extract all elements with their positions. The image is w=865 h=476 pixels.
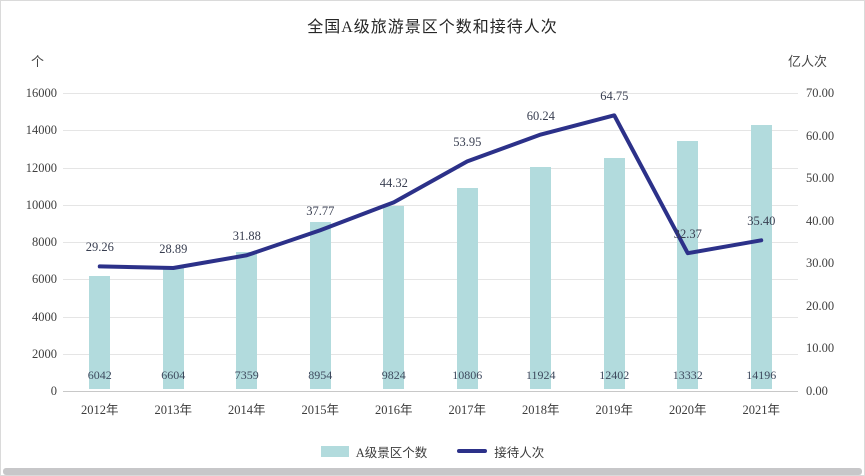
chart-title: 全国A级旅游景区个数和接待人次 — [307, 19, 558, 36]
right-axis-tick-label: 30.00 — [806, 256, 835, 271]
left-axis-tick-label: 16000 — [25, 86, 57, 100]
bar-value-label: 10806 — [452, 368, 483, 382]
line-point-value-label: 28.89 — [159, 242, 188, 257]
legend-item-bar-series: A级景区个数 — [320, 442, 428, 461]
bar-value-label: 6042 — [87, 368, 112, 382]
left-axis-tick-label: 4000 — [32, 309, 57, 324]
bar — [456, 187, 478, 389]
bar — [236, 251, 258, 389]
right-axis-tick-label: 60.00 — [806, 128, 835, 143]
left-axis-tick-label: 14000 — [25, 123, 57, 138]
x-axis-category-label: 2016年 — [374, 403, 413, 417]
x-axis-category-label: 2017年 — [448, 403, 486, 417]
x-axis-category-label: 2021年 — [742, 403, 780, 417]
legend-item-line-series: 接待人次 — [457, 442, 544, 461]
right-axis-unit-label: 亿人次 — [788, 54, 828, 69]
right-axis-tick-label: 20.00 — [806, 298, 835, 313]
bar-value-label: 6604 — [161, 368, 186, 382]
line-point-value-label: 31.88 — [232, 229, 261, 244]
left-axis-tick-label: 10000 — [25, 197, 57, 212]
line-point-value-label: 32.37 — [673, 227, 702, 242]
line-point-value-label: 60.24 — [526, 108, 555, 123]
line-point-value-label: 64.75 — [600, 89, 629, 104]
bar-value-label: 7359 — [234, 368, 259, 382]
bar — [309, 222, 331, 389]
bar-value-label: 9824 — [381, 368, 406, 382]
line-series-swatch-icon — [457, 449, 488, 453]
bar — [530, 166, 552, 389]
legend: A级景区个数 接待人次 — [1, 439, 864, 463]
bar-value-label: 14196 — [746, 368, 777, 382]
x-axis-category-label: 2018年 — [521, 403, 560, 417]
right-axis-tick-label: 40.00 — [806, 213, 835, 228]
left-axis-tick-label: 2000 — [32, 346, 57, 361]
x-axis-category-label: 2013年 — [154, 403, 192, 417]
right-axis-tick-label: 50.00 — [806, 171, 835, 186]
bar — [383, 206, 405, 389]
line-point-value-label: 44.32 — [379, 176, 408, 191]
bar-value-label: 12402 — [599, 368, 630, 382]
bar — [162, 266, 184, 389]
x-axis-category-label: 2019年 — [595, 403, 633, 417]
right-axis-tick-label: 0.00 — [806, 384, 828, 398]
right-axis-tick-label: 10.00 — [806, 341, 835, 356]
bar — [750, 124, 772, 389]
line-point-value-label: 35.40 — [747, 214, 776, 229]
gridline — [63, 130, 798, 132]
bar — [677, 140, 699, 389]
legend-label-line-series: 接待人次 — [494, 445, 545, 460]
bar-series-swatch-icon — [320, 445, 349, 457]
left-axis-tick-label: 0 — [50, 384, 57, 398]
line-point-value-label: 37.77 — [306, 204, 335, 219]
left-axis-tick-label: 8000 — [32, 235, 57, 249]
left-axis-tick-label: 6000 — [32, 272, 57, 287]
bar-value-label: 8954 — [308, 368, 333, 382]
gridline — [63, 316, 798, 318]
right-axis-tick-label: 70.00 — [806, 86, 835, 100]
left-axis-tick-label: 12000 — [25, 160, 57, 175]
left-axis-unit-label: 个 — [31, 54, 45, 69]
x-axis-category-label: 2020年 — [668, 403, 707, 417]
gridline — [63, 353, 798, 355]
x-axis-category-label: 2012年 — [80, 403, 119, 417]
x-axis-category-label: 2014年 — [227, 403, 266, 417]
legend-label-bar-series: A级景区个数 — [355, 445, 428, 460]
line-point-value-label: 53.95 — [453, 135, 482, 150]
bar-value-label: 13332 — [672, 368, 703, 382]
gridline — [63, 93, 798, 94]
x-axis-category-label: 2015年 — [301, 403, 339, 417]
bar-value-label: 11924 — [525, 368, 556, 382]
bar — [89, 276, 111, 389]
bottom-divider-strip — [3, 468, 862, 475]
gridline — [63, 279, 798, 281]
bar — [603, 158, 625, 389]
line-point-value-label: 29.26 — [85, 240, 114, 255]
x-axis-baseline — [63, 391, 798, 392]
